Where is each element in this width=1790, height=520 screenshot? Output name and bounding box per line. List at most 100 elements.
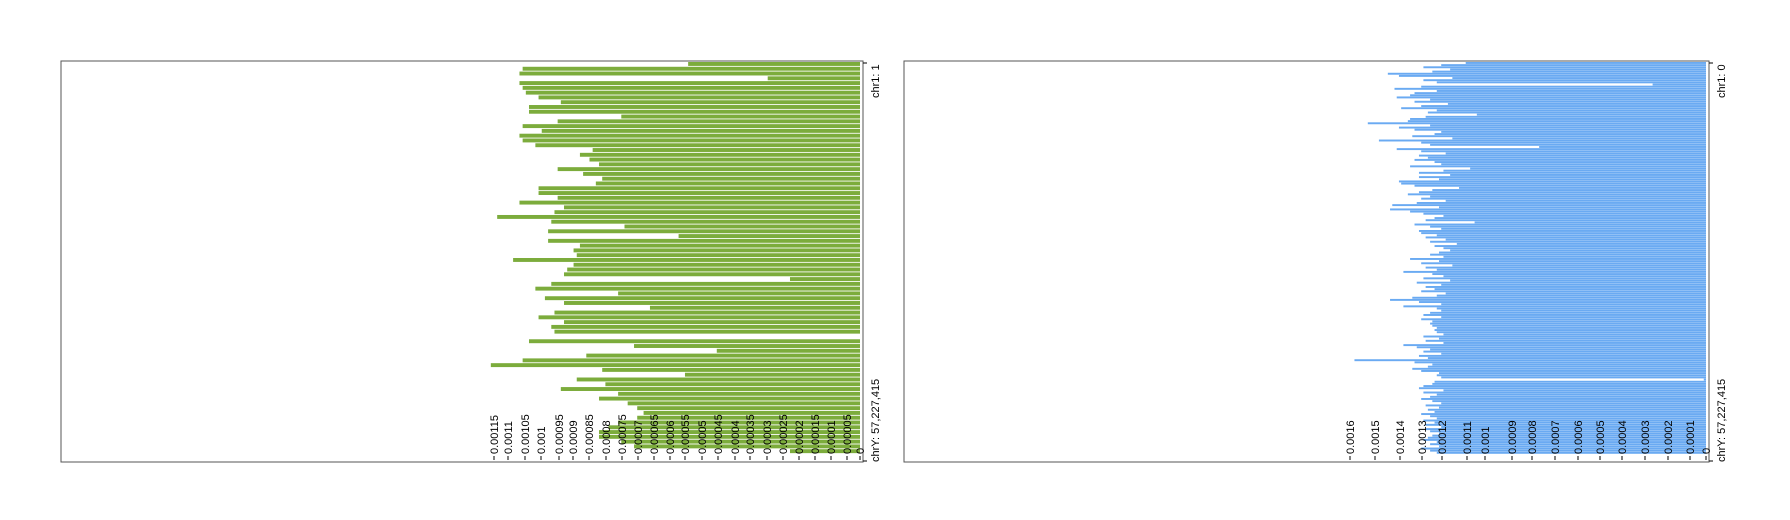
bar — [1421, 232, 1706, 235]
bar — [1421, 141, 1706, 144]
bar — [541, 128, 860, 133]
bar — [1423, 438, 1706, 441]
tick-label: 0.00055 — [680, 414, 692, 454]
bar — [1423, 391, 1706, 394]
chart-panel-1: 0.00115 0.0011 0.00105 0.001 0.00095 0.0009 0.… — [60, 60, 882, 463]
bar — [1441, 316, 1706, 319]
tick-label: 0.00005 — [842, 414, 854, 454]
bar — [1430, 124, 1706, 127]
bar — [1423, 212, 1706, 215]
bar — [1476, 113, 1707, 116]
bar — [1443, 169, 1706, 172]
bar — [649, 305, 860, 310]
bar — [529, 109, 860, 114]
bar — [551, 219, 860, 224]
bar — [1439, 206, 1706, 209]
bar — [1401, 182, 1706, 185]
bar — [1432, 189, 1707, 192]
tick-label: 0.0008 — [601, 420, 613, 454]
bar — [522, 85, 860, 90]
bar — [1403, 305, 1706, 308]
bar — [1398, 126, 1706, 129]
bar — [1412, 367, 1706, 370]
tick-label: 0.0006 — [665, 420, 677, 454]
bar — [535, 286, 860, 291]
bar — [1423, 419, 1706, 422]
bar — [1430, 395, 1706, 398]
bar — [1450, 249, 1707, 252]
bar — [621, 439, 860, 444]
tick-label: 0 — [1701, 448, 1713, 454]
bar — [529, 339, 860, 344]
bar — [522, 138, 860, 143]
bar — [548, 229, 860, 234]
bar — [1430, 443, 1706, 446]
bar — [1412, 135, 1706, 138]
bar — [1434, 245, 1706, 248]
bar — [1392, 204, 1707, 207]
bar — [538, 315, 860, 320]
bar — [1421, 398, 1706, 400]
bar — [1421, 197, 1706, 200]
bar — [1414, 361, 1706, 364]
bar — [688, 62, 860, 66]
bar — [1421, 447, 1706, 450]
bar — [1394, 87, 1706, 90]
bar — [576, 253, 860, 258]
bar — [538, 186, 860, 191]
bar — [1421, 85, 1706, 88]
bar — [1436, 393, 1706, 396]
tick-label: 0.00105 — [520, 414, 532, 454]
bar — [1439, 445, 1706, 448]
bar — [1441, 309, 1706, 312]
bar — [627, 401, 860, 406]
bar — [1445, 199, 1706, 202]
bar — [1396, 148, 1706, 151]
bar — [1539, 146, 1707, 148]
bar — [1443, 342, 1706, 344]
bar — [1427, 365, 1707, 368]
bar — [586, 353, 860, 358]
bar — [1436, 326, 1706, 329]
bar — [1425, 404, 1706, 407]
bar — [1430, 348, 1706, 351]
bar — [1430, 240, 1706, 243]
bar-series — [1354, 62, 1707, 454]
tick-label: 0.0007 — [633, 420, 645, 454]
bar — [1441, 376, 1706, 379]
bar — [1367, 122, 1706, 125]
bar — [1421, 105, 1706, 108]
tick-label: 0.0015 — [1370, 420, 1382, 454]
bar — [1432, 434, 1707, 437]
bar — [1441, 352, 1706, 355]
bar — [1425, 428, 1706, 431]
bar — [1418, 176, 1706, 179]
tick-label: 0.0007 — [1550, 420, 1562, 454]
bar — [1652, 83, 1706, 86]
tick-label: 0.00035 — [745, 414, 757, 454]
bar — [1470, 167, 1706, 170]
bar — [1421, 318, 1706, 321]
bar — [557, 167, 860, 172]
bar — [1414, 92, 1706, 95]
tick-label: 0.00115 — [489, 415, 501, 454]
bar — [522, 358, 860, 363]
bar — [544, 296, 860, 301]
bar — [1430, 449, 1706, 452]
bar — [643, 410, 860, 415]
bar — [1423, 277, 1706, 280]
bar — [1418, 171, 1706, 174]
bar — [1452, 264, 1706, 267]
bar — [767, 76, 860, 81]
tick-label: 0.0009 — [1507, 420, 1519, 454]
bar — [1430, 415, 1706, 418]
chrom-start-label: chr1: 0 — [1716, 64, 1728, 98]
bar — [1390, 298, 1706, 301]
tick-label: 0.0008 — [1527, 420, 1539, 454]
bar — [1418, 230, 1706, 232]
bar — [637, 406, 860, 411]
bar — [1430, 195, 1706, 198]
bar — [1418, 354, 1706, 357]
bar — [1439, 251, 1706, 254]
